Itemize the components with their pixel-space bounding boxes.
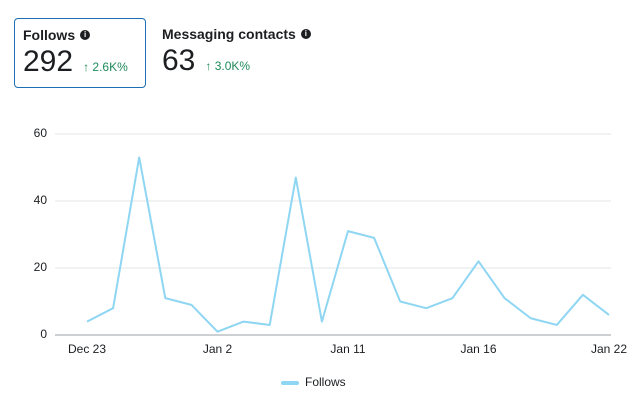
x-tick-label: Jan 2	[203, 342, 233, 356]
card-title: Messaging contacts	[162, 26, 296, 42]
x-tick-label: Jan 11	[330, 342, 365, 356]
y-tick-label: 60	[34, 126, 48, 140]
card-title: Follows	[23, 27, 76, 43]
card-change: ↑ 2.6K%	[83, 60, 128, 74]
y-tick-label: 20	[34, 260, 48, 274]
metric-card[interactable]: Follows i 292 ↑ 2.6K%	[14, 18, 146, 88]
line-series	[86, 156, 610, 333]
y-tick-label: 0	[40, 327, 47, 341]
card-change: ↑ 3.0K%	[205, 59, 251, 73]
x-tick-label: Jan 22	[591, 342, 627, 356]
info-icon[interactable]: i	[300, 29, 311, 39]
y-tick-label: 40	[34, 193, 48, 207]
change-text: 2.6K%	[92, 60, 128, 74]
info-icon[interactable]: i	[80, 30, 91, 40]
change-text: 3.0K%	[214, 59, 251, 73]
card-value: 292	[23, 45, 74, 78]
x-tick-label: Dec 23	[68, 342, 106, 356]
x-tick-label: Jan 16	[460, 342, 496, 356]
card-value: 63	[162, 44, 196, 77]
legend-label: Follows	[305, 375, 346, 389]
metric-card[interactable]: Messaging contacts i 63 ↑ 3.0K%	[154, 18, 324, 88]
